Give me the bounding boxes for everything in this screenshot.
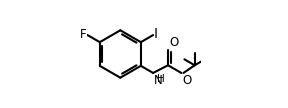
Text: N: N: [154, 74, 162, 87]
Text: I: I: [154, 27, 158, 41]
Text: O: O: [169, 36, 179, 49]
Text: O: O: [182, 74, 192, 87]
Text: H: H: [157, 74, 165, 84]
Text: F: F: [80, 28, 86, 41]
